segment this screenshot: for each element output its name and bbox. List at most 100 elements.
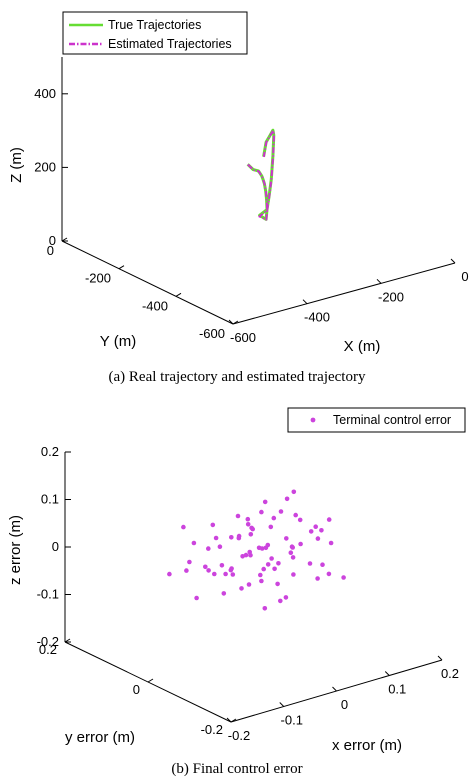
x-tick-label: 0 [341,697,348,712]
y-tick-mark [232,320,239,325]
y-axis-label: Y (m) [100,333,136,350]
error-point [235,513,241,519]
error-point [184,568,189,573]
control-error-plot: -0.2-0.100.10.2-0.2-0.100.10.2-0.200.2 z… [7,407,466,777]
x-tick-mark [384,671,390,676]
error-point [239,586,244,591]
x-tick-label: -600 [230,330,256,345]
error-point [315,536,321,541]
x-tick-label: -200 [378,289,404,304]
error-point [203,564,208,570]
error-point [291,489,297,495]
legend-b: Terminal control error [287,407,466,433]
z-error-axis-label: z error (m) [7,515,24,585]
error-point [256,545,262,551]
error-point [293,512,299,518]
error-point [181,524,186,530]
z-tick-label: -0.1 [37,587,59,602]
caption-b: (b) Final control error [171,761,302,777]
x-tick-mark [376,278,382,284]
legend-terminal-marker [310,417,316,423]
error-point [291,572,296,577]
error-point [307,561,313,566]
z-tick-label: 0 [52,539,59,554]
error-point [245,522,251,527]
x-tick-label: 0.1 [388,682,406,697]
error-point [229,566,234,571]
trajectory-series [246,128,276,221]
y-tick-label: -0.2 [201,722,223,737]
x-tick-label: -0.2 [228,728,250,743]
error-point [313,524,319,529]
error-point [319,528,324,533]
error-point [221,591,227,596]
error-point [219,563,225,568]
error-point [258,572,263,578]
y-tick-mark [175,292,182,297]
x-tick-label: -0.1 [281,713,303,728]
y-tick-label: -400 [142,298,168,313]
error-point [290,545,296,550]
error-point [261,566,267,572]
x-error-axis-label: x error (m) [332,737,402,754]
x-axis-line [232,262,456,325]
error-point [217,544,223,549]
error-point [298,541,303,547]
z-tick-label: 0.1 [41,492,59,507]
error-point [206,546,211,551]
z-tick-label: 400 [34,86,56,101]
error-point [246,582,252,587]
error-point [212,571,217,577]
y-tick-mark [64,638,71,643]
error-point [283,595,289,600]
error-point [167,571,172,577]
error-point [248,552,253,558]
error-axes: -0.2-0.100.10.2-0.2-0.100.10.2-0.200.2 [37,444,459,743]
error-point [320,562,325,567]
error-point [326,517,332,522]
error-point [210,522,216,528]
error-point [290,555,296,560]
y-tick-label: -600 [199,326,225,341]
x-tick-label: -400 [304,310,330,325]
y-tick-label: 0.2 [39,642,57,657]
y-tick-mark [147,678,154,683]
x-tick-mark [450,258,456,264]
legend-true-label: True Trajectories [108,18,201,32]
error-point [328,540,334,546]
error-point [326,571,332,577]
caption-a: (a) Real trajectory and estimated trajec… [109,369,366,385]
y-tick-mark [118,265,125,270]
y-error-axis-label: y error (m) [65,729,135,746]
y-tick-mark [61,237,68,242]
error-point [194,595,199,601]
error-point [341,575,346,580]
error-point [263,545,269,551]
y-tick-mark [230,718,237,723]
error-point [278,598,283,604]
x-tick-mark [437,655,443,661]
error-point [245,516,251,522]
error-point [265,562,271,567]
error-point [297,517,303,523]
y-tick-label: 0 [133,682,140,697]
error-point [262,499,268,505]
x-tick-mark [226,717,232,723]
error-point [278,509,284,514]
legend-terminal-label: Terminal control error [333,413,451,427]
error-point [284,496,290,502]
legend-a: True Trajectories Estimated Trajectories [62,11,248,55]
trajectory-axes: 0 200 400 -600 -400 -200 0 -600 -400 -200 0 [34,57,469,345]
error-point [206,568,211,573]
error-point [276,561,281,566]
error-point [248,532,254,537]
z-axis-label: Z (m) [8,147,25,183]
y-axis-line [61,240,234,325]
x-tick-mark [279,702,285,707]
error-series [167,489,346,611]
error-point [230,572,236,577]
y-tick-label: 0 [47,243,54,258]
error-point [308,529,314,534]
